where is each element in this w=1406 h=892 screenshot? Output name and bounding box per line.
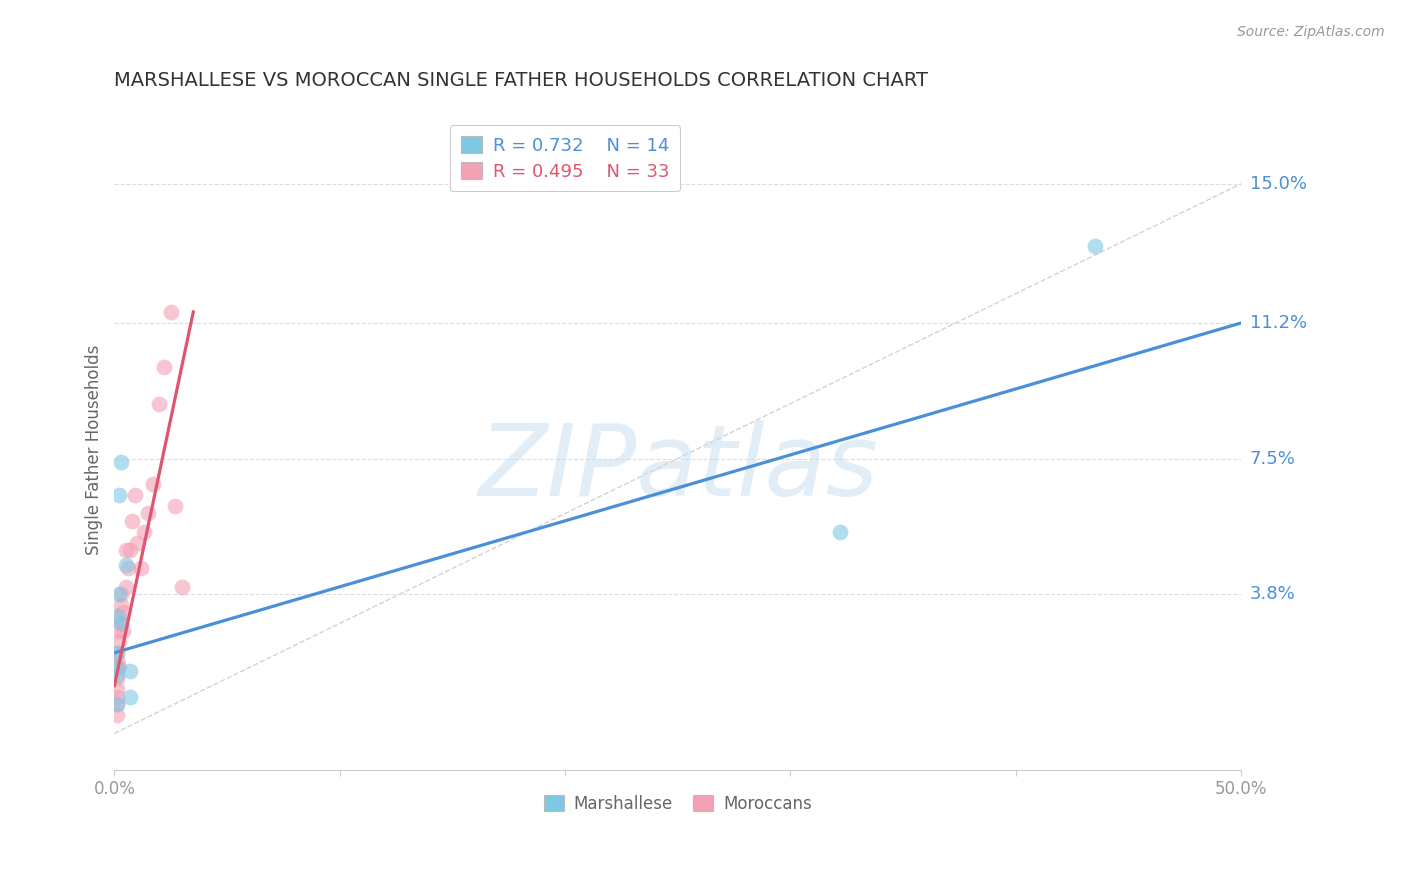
Point: [124, 488, 146, 502]
Point: [105, 609, 128, 624]
Point: [108, 660, 131, 674]
Point: [108, 634, 131, 648]
Point: [131, 561, 153, 575]
Text: 11.2%: 11.2%: [1250, 314, 1306, 332]
Point: [165, 499, 187, 513]
Point: [114, 543, 136, 558]
Point: [148, 396, 170, 410]
Point: [110, 455, 132, 469]
Point: [110, 587, 132, 601]
Point: [105, 646, 128, 660]
Point: [105, 660, 128, 674]
Point: [110, 616, 132, 631]
Point: [105, 672, 128, 686]
Point: [105, 690, 128, 704]
Text: ZIPatlas: ZIPatlas: [478, 420, 877, 517]
Point: [105, 653, 128, 667]
Point: [159, 305, 181, 319]
Point: [121, 514, 143, 528]
Point: [108, 488, 131, 502]
Point: [108, 609, 131, 624]
Point: [108, 624, 131, 638]
Text: Source: ZipAtlas.com: Source: ZipAtlas.com: [1237, 25, 1385, 39]
Point: [828, 524, 851, 539]
Text: MARSHALLESE VS MOROCCAN SINGLE FATHER HOUSEHOLDS CORRELATION CHART: MARSHALLESE VS MOROCCAN SINGLE FATHER HO…: [114, 71, 928, 90]
Point: [105, 667, 128, 681]
Point: [114, 558, 136, 572]
Point: [125, 536, 148, 550]
Point: [105, 697, 128, 711]
Point: [105, 708, 128, 723]
Point: [110, 598, 132, 612]
Point: [136, 507, 159, 521]
Point: [120, 543, 142, 558]
Text: 3.8%: 3.8%: [1250, 585, 1295, 603]
Point: [153, 359, 176, 374]
Y-axis label: Single Father Households: Single Father Households: [86, 344, 103, 555]
Point: [120, 664, 142, 678]
Point: [1084, 239, 1107, 253]
Legend: Marshallese, Moroccans: Marshallese, Moroccans: [537, 788, 818, 820]
Point: [105, 697, 128, 711]
Point: [117, 561, 139, 575]
Text: 15.0%: 15.0%: [1250, 175, 1306, 193]
Point: [112, 624, 135, 638]
Point: [114, 580, 136, 594]
Point: [105, 646, 128, 660]
Point: [170, 580, 193, 594]
Point: [132, 524, 155, 539]
Point: [105, 660, 128, 674]
Point: [108, 587, 131, 601]
Point: [105, 682, 128, 697]
Text: 7.5%: 7.5%: [1250, 450, 1295, 467]
Point: [110, 616, 132, 631]
Point: [120, 690, 142, 704]
Point: [112, 606, 135, 620]
Point: [142, 477, 165, 491]
